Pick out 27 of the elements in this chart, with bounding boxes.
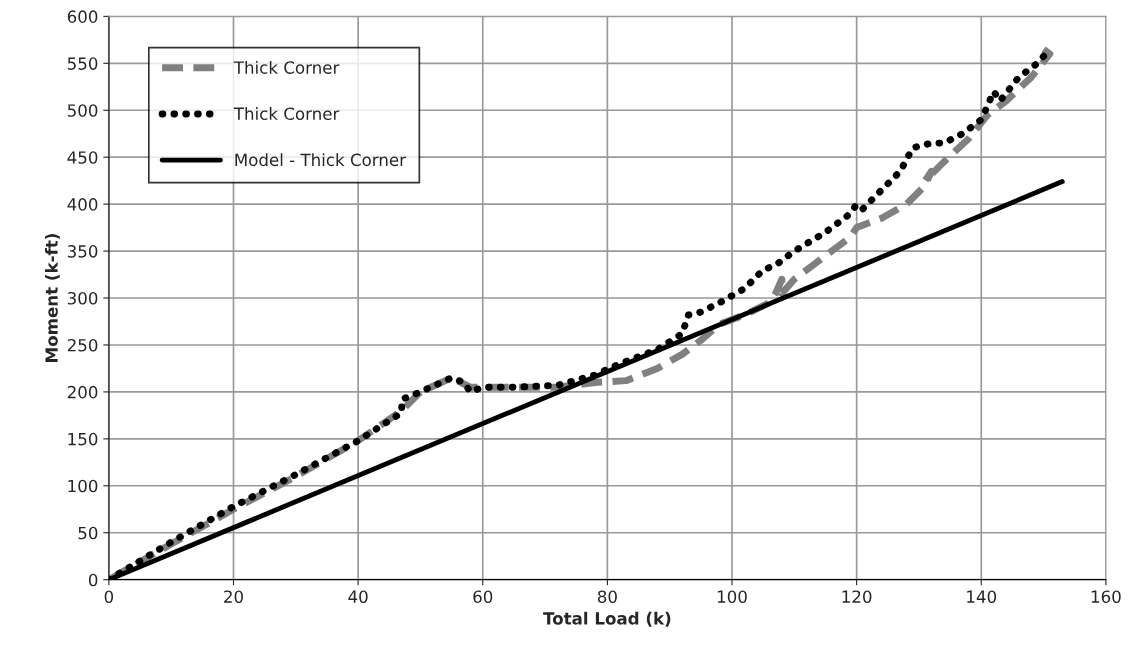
y-tick-label: 100 xyxy=(68,479,98,493)
x-tick-label: 0 xyxy=(104,590,114,603)
x-tick-label: 140 xyxy=(967,590,997,603)
x-tick-label: 40 xyxy=(348,590,368,603)
legend-label: Thick Corner xyxy=(233,60,340,74)
y-tick-label: 450 xyxy=(67,151,98,164)
y-tick-label: 550 xyxy=(67,57,98,70)
y-axis-title: Moment (k-ft) xyxy=(44,234,60,362)
legend-label: Thick Corner xyxy=(233,107,340,121)
y-tick-label: 300 xyxy=(67,291,98,305)
y-tick-label: 500 xyxy=(67,104,98,117)
x-tick-label: 120 xyxy=(842,590,872,603)
y-tick-label: 350 xyxy=(67,245,98,258)
y-tick-label: 400 xyxy=(67,198,98,211)
x-tick-label: 80 xyxy=(597,590,617,603)
legend-label: Model - Thick Corner xyxy=(235,153,407,167)
x-tick-label: 100 xyxy=(717,590,747,603)
y-tick-label: 0 xyxy=(88,573,98,587)
x-axis-title: Total Load (k) xyxy=(543,611,671,627)
x-tick-label: 20 xyxy=(224,590,243,603)
y-tick-label: 250 xyxy=(67,338,98,352)
x-tick-label: 160 xyxy=(1091,590,1121,603)
y-tick-label: 50 xyxy=(78,526,98,540)
y-tick-label: 600 xyxy=(67,10,98,23)
y-tick-label: 150 xyxy=(68,432,98,446)
x-tick-label: 60 xyxy=(473,590,493,603)
y-tick-label: 200 xyxy=(67,385,98,399)
